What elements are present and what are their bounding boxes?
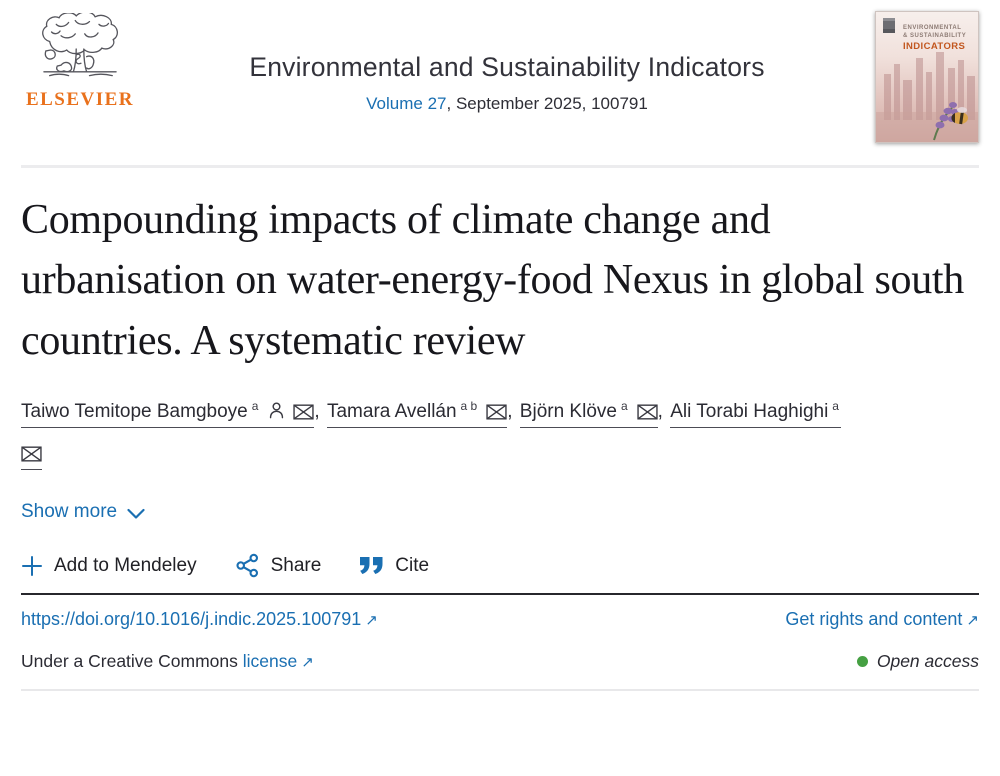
author-name: Tamara Avellán xyxy=(326,401,457,423)
author-list: Taiwo Temitope Bamgboye a, Tamara Avellán… xyxy=(21,391,979,475)
doi-rights-row: https://doi.org/10.1016/j.indic.2025.100… xyxy=(21,609,979,630)
elsevier-logo[interactable]: ELSEVIER xyxy=(21,11,139,111)
bottom-divider xyxy=(21,689,979,691)
cover-publisher-mark xyxy=(883,18,895,33)
add-to-mendeley-button[interactable]: Add to Mendeley xyxy=(21,555,197,577)
cover-title-line3: INDICATORS xyxy=(903,41,966,52)
email-icon xyxy=(637,404,658,420)
author-affiliation-marks: a xyxy=(620,399,628,414)
add-to-mendeley-label: Add to Mendeley xyxy=(54,554,197,576)
author-separator: , xyxy=(314,401,325,423)
email-icon xyxy=(21,446,42,462)
author-separator: , xyxy=(657,401,669,423)
article-toolbar: Add to Mendeley Share Cite xyxy=(21,553,979,578)
share-button[interactable]: Share xyxy=(235,553,322,578)
doi-link[interactable]: https://doi.org/10.1016/j.indic.2025.100… xyxy=(21,609,378,629)
get-rights-link[interactable]: Get rights and content ↗ xyxy=(785,609,979,629)
author-ali-torabi-haghighi[interactable]: Ali Torabi Haghighi a xyxy=(670,399,841,429)
show-more-label: Show more xyxy=(21,501,118,522)
cover-title-line2: & SUSTAINABILITY xyxy=(903,33,967,39)
author-affiliation-marks: a xyxy=(832,399,839,414)
cite-button[interactable]: Cite xyxy=(359,555,429,577)
license-link[interactable]: license ↗ xyxy=(242,651,314,671)
issue-info: , September 2025, 100791 xyxy=(446,94,648,113)
external-link-icon: ↗ xyxy=(966,612,979,629)
header-divider xyxy=(21,165,979,168)
share-icon xyxy=(236,553,258,578)
external-link-icon: ↗ xyxy=(365,612,378,629)
share-label: Share xyxy=(270,554,322,576)
elsevier-wordmark: ELSEVIER xyxy=(25,89,135,110)
author-separator: , xyxy=(507,401,518,423)
cover-title-line1: ENVIRONMENTAL xyxy=(903,25,962,31)
open-access-dot xyxy=(856,656,868,667)
plus-icon xyxy=(22,555,42,576)
journal-heading: Environmental and Sustainability Indicat… xyxy=(139,11,875,114)
open-access-label: Open access xyxy=(876,651,979,671)
cite-label: Cite xyxy=(395,554,430,576)
author-name: Taiwo Temitope Bamgboye xyxy=(21,401,248,423)
author-taiwo-temitope-bamgboye[interactable]: Taiwo Temitope Bamgboye a xyxy=(21,399,315,429)
author-tamara-avellan[interactable]: Tamara Avellán a b xyxy=(326,399,508,429)
email-icon xyxy=(293,404,315,420)
license-row: Under a Creative Commons license ↗ Open a… xyxy=(21,651,979,672)
elsevier-tree-icon xyxy=(42,13,118,77)
author-bjorn-klove[interactable]: Björn Klöve a xyxy=(519,399,658,429)
cite-quote-icon xyxy=(360,557,383,574)
toolbar-divider xyxy=(21,593,979,595)
author-ali-torabi-haghighi-email[interactable] xyxy=(21,443,42,471)
chevron-down-icon xyxy=(127,508,145,519)
email-icon xyxy=(486,404,507,420)
volume-issue-line: Volume 27, September 2025, 100791 xyxy=(139,94,875,114)
journal-title-link[interactable]: Environmental and Sustainability Indicat… xyxy=(249,52,765,82)
open-access-badge: Open access xyxy=(856,651,979,672)
journal-cover-thumbnail[interactable]: ENVIRONMENTAL & SUSTAINABILITY INDICATOR… xyxy=(875,11,979,143)
author-name: Björn Klöve xyxy=(519,401,617,423)
author-affiliation-marks: a b xyxy=(460,399,478,414)
cover-artwork xyxy=(876,52,978,142)
author-affiliation-marks: a xyxy=(251,399,259,414)
external-link-icon: ↗ xyxy=(301,654,314,671)
license-text: Under a Creative Commons license ↗ xyxy=(21,651,314,671)
journal-banner: ELSEVIER Environmental and Sustainabilit… xyxy=(21,0,979,150)
article-title: Compounding impacts of climate change an… xyxy=(21,197,964,364)
volume-link[interactable]: Volume 27 xyxy=(366,94,447,113)
author-name: Ali Torabi Haghighi xyxy=(670,401,829,423)
corresponding-author-icon xyxy=(270,402,284,419)
show-more-button[interactable]: Show more xyxy=(21,501,145,523)
